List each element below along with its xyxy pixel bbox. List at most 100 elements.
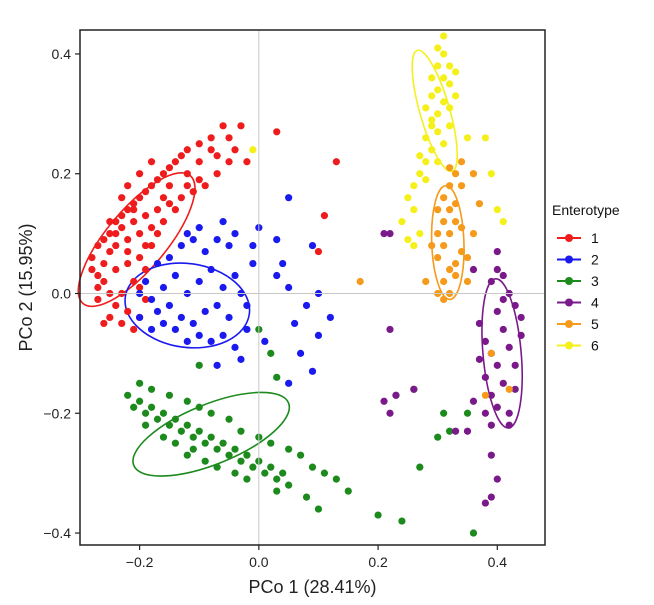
point-enterotype-1 xyxy=(171,158,179,166)
point-enterotype-1 xyxy=(118,212,126,220)
point-enterotype-1 xyxy=(201,182,209,190)
point-enterotype-6 xyxy=(428,122,436,130)
point-enterotype-3 xyxy=(273,487,281,495)
point-enterotype-2 xyxy=(231,230,239,238)
point-enterotype-2 xyxy=(279,259,287,268)
point-enterotype-1 xyxy=(130,218,138,226)
point-enterotype-1 xyxy=(130,200,138,208)
point-enterotype-2 xyxy=(177,241,185,250)
point-enterotype-5 xyxy=(463,253,472,262)
point-enterotype-6 xyxy=(410,241,418,250)
point-enterotype-2 xyxy=(285,283,293,292)
point-enterotype-5 xyxy=(451,200,460,208)
point-enterotype-1 xyxy=(100,259,108,268)
point-enterotype-5 xyxy=(356,277,364,286)
point-enterotype-5 xyxy=(481,391,489,399)
point-enterotype-5 xyxy=(428,241,436,250)
point-enterotype-3 xyxy=(237,427,245,435)
point-enterotype-3 xyxy=(374,511,382,519)
point-enterotype-6 xyxy=(493,206,501,214)
point-enterotype-1 xyxy=(147,158,156,166)
point-enterotype-3 xyxy=(147,403,156,411)
point-enterotype-1 xyxy=(130,206,138,214)
point-enterotype-2 xyxy=(153,259,162,268)
point-enterotype-2 xyxy=(195,277,203,286)
point-enterotype-1 xyxy=(273,128,281,136)
point-enterotype-3 xyxy=(434,433,442,441)
point-enterotype-2 xyxy=(183,230,191,238)
point-enterotype-1 xyxy=(171,206,179,214)
point-enterotype-3 xyxy=(267,439,275,447)
point-enterotype-2 xyxy=(243,325,251,334)
point-enterotype-1 xyxy=(94,295,102,304)
point-enterotype-5 xyxy=(440,295,448,304)
point-enterotype-1 xyxy=(225,158,233,166)
point-enterotype-6 xyxy=(440,140,448,148)
point-enterotype-1 xyxy=(141,188,150,196)
point-enterotype-6 xyxy=(446,104,454,112)
point-enterotype-2 xyxy=(153,307,162,316)
point-enterotype-1 xyxy=(195,158,203,166)
point-enterotype-1 xyxy=(130,325,138,334)
point-enterotype-2 xyxy=(273,235,281,244)
point-enterotype-3 xyxy=(416,463,424,471)
point-enterotype-3 xyxy=(398,517,406,525)
point-enterotype-3 xyxy=(279,469,287,477)
point-enterotype-1 xyxy=(118,319,126,328)
point-enterotype-1 xyxy=(136,194,144,202)
point-enterotype-4 xyxy=(499,271,507,280)
point-enterotype-3 xyxy=(147,385,156,393)
point-enterotype-5 xyxy=(457,182,466,190)
point-enterotype-3 xyxy=(249,463,257,471)
point-enterotype-6 xyxy=(463,134,472,142)
point-enterotype-3 xyxy=(463,409,472,417)
point-enterotype-3 xyxy=(124,391,132,399)
legend-label-1: 1 xyxy=(591,230,599,246)
point-enterotype-1 xyxy=(88,265,96,274)
point-enterotype-1 xyxy=(118,224,126,232)
point-enterotype-2 xyxy=(213,301,221,310)
point-enterotype-6 xyxy=(487,170,495,178)
point-enterotype-1 xyxy=(141,241,150,250)
point-enterotype-5 xyxy=(446,230,454,238)
point-enterotype-1 xyxy=(147,241,156,250)
point-enterotype-3 xyxy=(243,475,251,483)
point-enterotype-1 xyxy=(207,134,215,142)
point-enterotype-2 xyxy=(201,247,209,256)
point-enterotype-1 xyxy=(159,194,168,202)
point-enterotype-1 xyxy=(165,182,174,190)
point-enterotype-2 xyxy=(159,319,168,328)
point-enterotype-3 xyxy=(141,409,150,417)
point-enterotype-1 xyxy=(195,176,203,184)
point-enterotype-3 xyxy=(177,427,185,435)
point-enterotype-5 xyxy=(475,200,484,208)
y-tick-label: −0.4 xyxy=(43,525,71,541)
point-enterotype-1 xyxy=(189,188,197,196)
point-enterotype-1 xyxy=(136,230,144,238)
ellipse-enterotype-2 xyxy=(124,262,251,349)
legend-label-4: 4 xyxy=(591,295,599,311)
point-enterotype-1 xyxy=(106,218,114,226)
point-enterotype-3 xyxy=(273,373,281,381)
point-enterotype-5 xyxy=(469,230,478,238)
point-enterotype-5 xyxy=(440,241,448,250)
point-enterotype-3 xyxy=(183,451,191,459)
point-enterotype-2 xyxy=(249,259,257,268)
point-enterotype-6 xyxy=(428,116,436,124)
point-enterotype-1 xyxy=(153,206,162,214)
point-enterotype-3 xyxy=(243,451,251,459)
point-enterotype-5 xyxy=(440,277,448,286)
point-enterotype-2 xyxy=(171,271,179,280)
point-enterotype-1 xyxy=(243,158,251,166)
point-enterotype-6 xyxy=(422,104,430,112)
legend-label-5: 5 xyxy=(591,316,599,332)
point-enterotype-2 xyxy=(165,253,174,262)
point-enterotype-2 xyxy=(141,277,150,286)
ellipse-enterotype-5 xyxy=(430,184,465,301)
x-tick-label: 0.4 xyxy=(488,554,508,570)
point-enterotype-1 xyxy=(112,265,120,274)
point-enterotype-5 xyxy=(440,194,448,202)
point-enterotype-1 xyxy=(320,212,329,220)
point-enterotype-1 xyxy=(177,194,185,202)
point-enterotype-2 xyxy=(219,283,227,292)
